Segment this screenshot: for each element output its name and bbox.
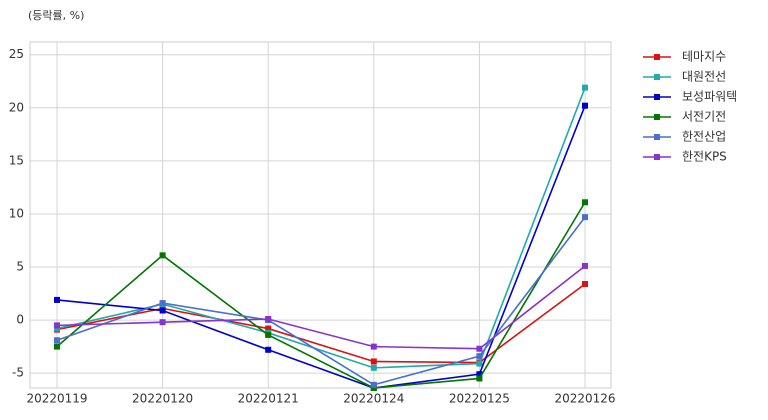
point — [582, 280, 588, 287]
y-tick-label: 5 — [16, 260, 24, 274]
legend-label: 한전산업 — [682, 130, 726, 144]
point — [582, 262, 588, 269]
point — [54, 296, 60, 303]
y-tick-label: 10 — [9, 206, 24, 220]
x-tick-label: 20220120 — [132, 392, 193, 406]
point — [582, 84, 588, 91]
point — [159, 300, 166, 307]
legend-marker — [654, 74, 660, 80]
point — [159, 307, 166, 314]
point — [265, 325, 272, 332]
point — [476, 353, 483, 360]
point — [265, 346, 272, 353]
legend-marker — [654, 134, 660, 140]
legend-label: 서전기전 — [682, 110, 726, 124]
legend-label: 대원전선 — [682, 70, 726, 84]
legend-label: 보성파워텍 — [682, 90, 737, 104]
legend-label: 한전KPS — [682, 150, 727, 164]
point — [370, 385, 377, 391]
y-tick-label: -5 — [12, 366, 24, 380]
y-tick-label: 15 — [9, 153, 24, 167]
y-axis-label: (등락률, %) — [28, 9, 84, 22]
point — [582, 102, 588, 109]
point — [476, 375, 483, 382]
legend-marker — [654, 94, 660, 100]
x-tick-label: 20220125 — [449, 392, 510, 406]
point — [54, 337, 60, 344]
series-line — [56, 216, 586, 386]
point — [582, 214, 588, 221]
series-line — [56, 265, 586, 350]
point — [54, 325, 60, 332]
legend-marker — [654, 54, 660, 60]
point — [370, 364, 377, 371]
legend-label: 테마지수 — [682, 50, 726, 64]
x-tick-label: 20220119 — [26, 392, 87, 406]
point — [54, 343, 60, 350]
point — [159, 319, 166, 326]
y-tick-label: 20 — [9, 100, 24, 114]
x-tick-label: 20220121 — [238, 392, 299, 406]
point — [370, 358, 377, 365]
x-tick-label: 20220124 — [343, 392, 404, 406]
point — [265, 331, 272, 338]
legend-marker — [654, 154, 660, 160]
series-line — [56, 201, 586, 389]
point — [582, 199, 588, 206]
y-tick-label: 25 — [9, 47, 24, 61]
point — [265, 316, 272, 323]
x-tick-label: 20220126 — [554, 392, 615, 406]
plot-frame — [29, 41, 612, 389]
point — [54, 322, 60, 329]
point — [476, 371, 483, 378]
point — [476, 345, 483, 352]
point — [159, 252, 166, 259]
y-tick-label: 0 — [16, 313, 24, 327]
point — [370, 381, 377, 388]
legend-marker — [654, 114, 660, 120]
series-line — [56, 87, 586, 369]
point — [370, 343, 377, 350]
point — [476, 360, 483, 367]
